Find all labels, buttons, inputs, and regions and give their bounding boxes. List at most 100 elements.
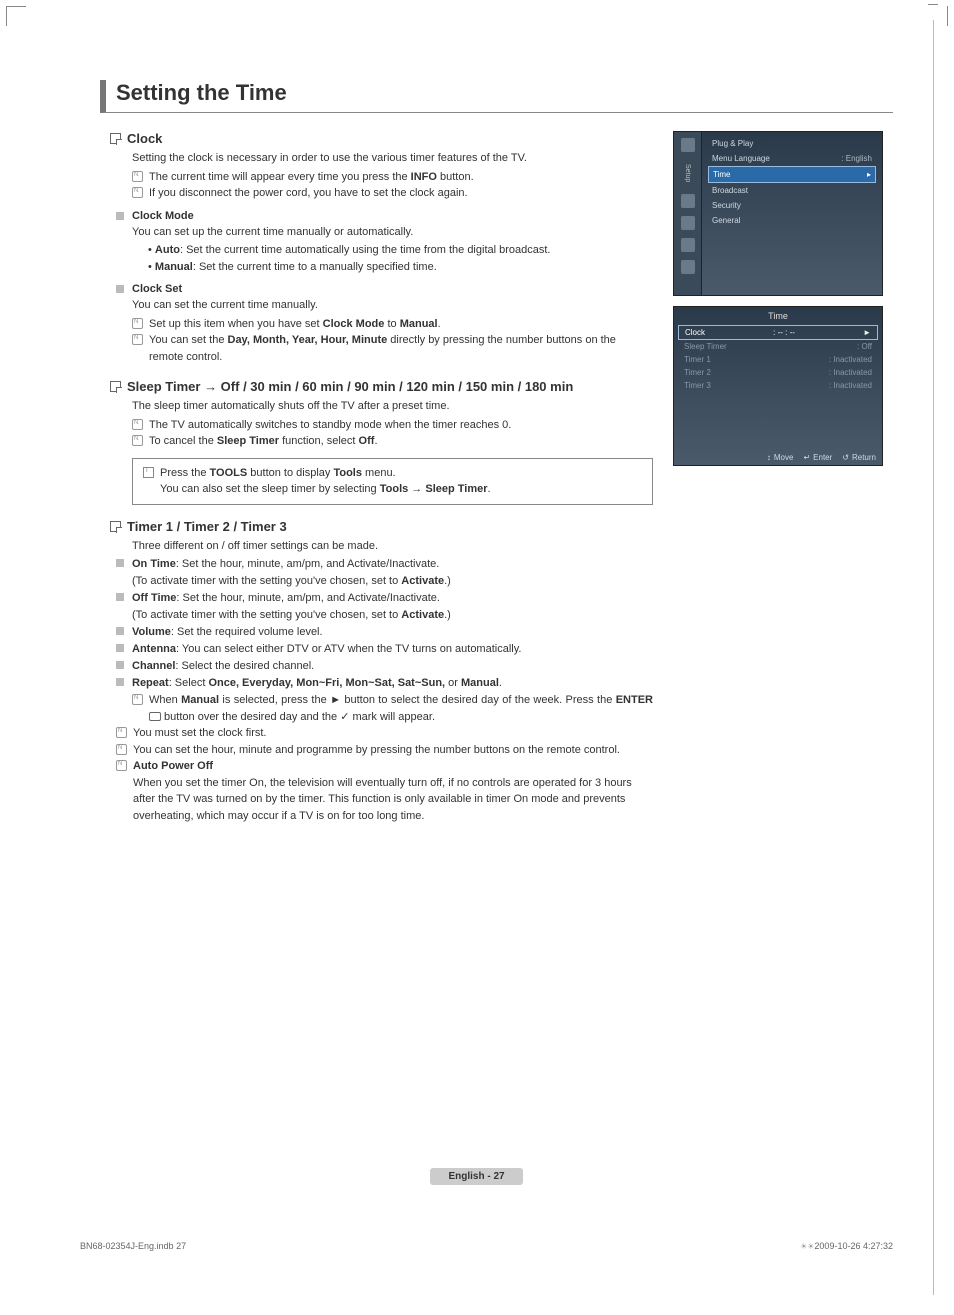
footer-file: BN68-02354J-Eng.indb 27 bbox=[80, 1241, 186, 1251]
note: You can set the Day, Month, Year, Hour, … bbox=[100, 332, 653, 365]
section-timers: Timer 1 / Timer 2 / Timer 3 Three differ… bbox=[100, 519, 653, 825]
text: You can set up the current time manually… bbox=[100, 224, 653, 241]
note-icon bbox=[132, 435, 143, 446]
small-square-icon bbox=[116, 285, 124, 293]
footer-meta: BN68-02354J-Eng.indb 27 2009-10-26 4:27:… bbox=[80, 1241, 893, 1251]
section-clock: Clock Setting the clock is necessary in … bbox=[100, 131, 653, 365]
note-icon bbox=[132, 334, 143, 345]
item-body: Volume: Set the required volume level. bbox=[132, 624, 653, 641]
note-icon bbox=[116, 727, 127, 738]
note: You can set the hour, minute and program… bbox=[100, 742, 653, 759]
text: Three different on / off timer settings … bbox=[100, 538, 653, 555]
clock-intro: Setting the clock is necessary in order … bbox=[100, 150, 653, 167]
small-square-icon bbox=[116, 678, 124, 686]
note-text: You can set the Day, Month, Year, Hour, … bbox=[149, 332, 653, 365]
section-sleep: Sleep Timer → Off / 30 min / 60 min / 90… bbox=[100, 379, 653, 505]
osd-setup-menu: Setup Plug & Play Menu Language: English… bbox=[673, 131, 883, 296]
tip-line: You can also set the sleep timer by sele… bbox=[143, 481, 642, 498]
move-hint: Move bbox=[767, 453, 794, 462]
note-icon bbox=[132, 419, 143, 430]
note: Auto Power OffWhen you set the timer On,… bbox=[100, 758, 653, 824]
menu-row: General bbox=[708, 213, 876, 228]
square-bullet-icon bbox=[110, 133, 121, 144]
note-text: If you disconnect the power cord, you ha… bbox=[149, 185, 468, 202]
menu-row: Security bbox=[708, 198, 876, 213]
page-badge: English - 27 bbox=[430, 1168, 522, 1185]
item-body: Repeat: Select Once, Everyday, Mon~Fri, … bbox=[132, 675, 653, 725]
menu-row: Menu Language: English bbox=[708, 151, 876, 166]
note-icon bbox=[132, 694, 143, 705]
small-square-icon bbox=[116, 627, 124, 635]
text: You can set the current time manually. bbox=[100, 297, 653, 314]
note: To cancel the Sleep Timer function, sele… bbox=[100, 433, 653, 450]
page-title: Setting the Time bbox=[100, 80, 893, 113]
note-text: To cancel the Sleep Timer function, sele… bbox=[149, 433, 378, 450]
list-item: On Time: Set the hour, minute, am/pm, an… bbox=[100, 556, 653, 590]
menu-row: Timer 3: Inactivated bbox=[678, 379, 878, 392]
sidebar-icon bbox=[681, 260, 695, 274]
small-square-icon bbox=[116, 661, 124, 669]
small-square-icon bbox=[116, 212, 124, 220]
enter-hint: Enter bbox=[803, 453, 832, 462]
sidebar-icon bbox=[681, 216, 695, 230]
note-text: You can set the hour, minute and program… bbox=[133, 742, 620, 759]
square-bullet-icon bbox=[110, 521, 121, 532]
return-hint: Return bbox=[842, 453, 876, 462]
bullet: Manual: Set the current time to a manual… bbox=[100, 259, 653, 276]
heading-text: Sleep Timer → Off / 30 min / 60 min / 90… bbox=[127, 379, 573, 394]
sidebar-icon bbox=[681, 194, 695, 208]
tip-text: You can also set the sleep timer by sele… bbox=[160, 481, 491, 498]
osd-footer: Move Enter Return bbox=[767, 453, 876, 462]
sidebar-label: Setup bbox=[684, 164, 691, 182]
footer-date: 2009-10-26 4:27:32 bbox=[800, 1241, 893, 1251]
note-text: Auto Power OffWhen you set the timer On,… bbox=[133, 758, 653, 824]
item-body: On Time: Set the hour, minute, am/pm, an… bbox=[132, 556, 653, 590]
note-text: When Manual is selected, press the ► but… bbox=[149, 692, 653, 725]
list-item: Antenna: You can select either DTV or AT… bbox=[100, 641, 653, 658]
sidebar-icon bbox=[681, 238, 695, 252]
note-icon bbox=[116, 744, 127, 755]
osd-title: Time bbox=[674, 307, 882, 325]
bullet: Auto: Set the current time automatically… bbox=[100, 242, 653, 259]
note-icon bbox=[116, 760, 127, 771]
clock-mode-heading: Clock Mode bbox=[100, 210, 653, 222]
item-body: Channel: Select the desired channel. bbox=[132, 658, 653, 675]
heading-text: Clock bbox=[127, 131, 162, 146]
note: If you disconnect the power cord, you ha… bbox=[100, 185, 653, 202]
timers-heading: Timer 1 / Timer 2 / Timer 3 bbox=[100, 519, 653, 534]
osd-main: Plug & Play Menu Language: English Time▸… bbox=[702, 132, 882, 295]
enter-icon bbox=[149, 712, 161, 721]
page-number: English - 27 bbox=[20, 1168, 933, 1185]
note: Set up this item when you have set Clock… bbox=[100, 316, 653, 333]
menu-row: Timer 2: Inactivated bbox=[678, 366, 878, 379]
tip-text: Press the TOOLS button to display Tools … bbox=[160, 465, 396, 482]
note-icon bbox=[132, 171, 143, 182]
note: You must set the clock first. bbox=[100, 725, 653, 742]
clock-heading: Clock bbox=[100, 131, 653, 146]
osd-body: Clock: -- : --►Sleep Timer: OffTimer 1: … bbox=[674, 325, 882, 392]
left-column: Clock Setting the clock is necessary in … bbox=[100, 131, 653, 838]
tip-line: Press the TOOLS button to display Tools … bbox=[143, 465, 642, 482]
menu-row: Clock: -- : --► bbox=[678, 325, 878, 340]
content: Clock Setting the clock is necessary in … bbox=[100, 131, 893, 838]
menu-row: Timer 1: Inactivated bbox=[678, 353, 878, 366]
item-body: Off Time: Set the hour, minute, am/pm, a… bbox=[132, 590, 653, 624]
small-square-icon bbox=[116, 559, 124, 567]
note-text: You must set the clock first. bbox=[133, 725, 266, 742]
clock-set-heading: Clock Set bbox=[100, 283, 653, 295]
menu-row: Sleep Timer: Off bbox=[678, 340, 878, 353]
note: When Manual is selected, press the ► but… bbox=[132, 692, 653, 725]
sleep-heading: Sleep Timer → Off / 30 min / 60 min / 90… bbox=[100, 379, 653, 394]
menu-row: Plug & Play bbox=[708, 136, 876, 151]
note-text: The TV automatically switches to standby… bbox=[149, 417, 511, 434]
item-body: Antenna: You can select either DTV or AT… bbox=[132, 641, 653, 658]
note: The current time will appear every time … bbox=[100, 169, 653, 186]
page: Setting the Time Clock Setting the clock… bbox=[20, 20, 934, 1295]
menu-row: Broadcast bbox=[708, 183, 876, 198]
list-item: Channel: Select the desired channel. bbox=[100, 658, 653, 675]
tip-box: Press the TOOLS button to display Tools … bbox=[132, 458, 653, 505]
note-icon bbox=[132, 187, 143, 198]
heading-text: Timer 1 / Timer 2 / Timer 3 bbox=[127, 519, 287, 534]
osd-sidebar: Setup bbox=[674, 132, 702, 295]
list-item: Off Time: Set the hour, minute, am/pm, a… bbox=[100, 590, 653, 624]
